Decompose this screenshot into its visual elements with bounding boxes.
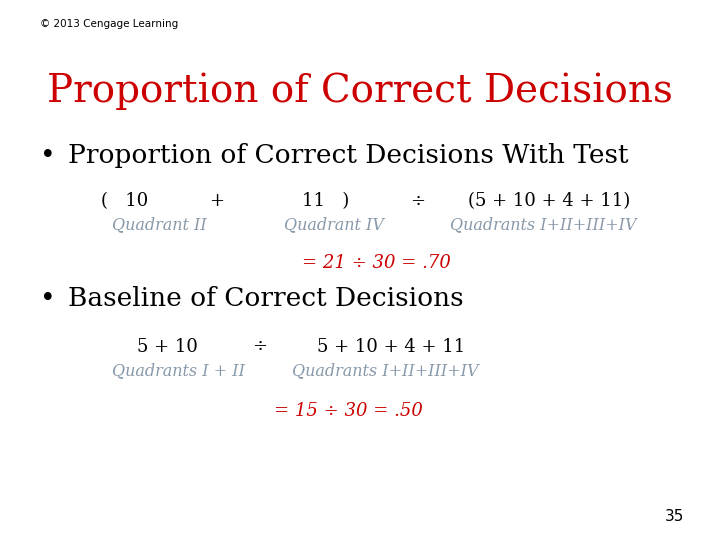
- Text: 5 + 10 + 4 + 11: 5 + 10 + 4 + 11: [317, 338, 465, 355]
- Text: Quadrants I + II: Quadrants I + II: [112, 362, 245, 379]
- Text: ÷: ÷: [252, 338, 267, 355]
- Text: = 15 ÷ 30 = .50: = 15 ÷ 30 = .50: [274, 402, 423, 420]
- Text: (5 + 10 + 4 + 11): (5 + 10 + 4 + 11): [468, 192, 630, 210]
- Text: (   10: ( 10: [101, 192, 148, 210]
- Text: Quadrant II: Quadrant II: [112, 216, 207, 233]
- Text: Quadrant IV: Quadrant IV: [284, 216, 384, 233]
- Text: © 2013 Cengage Learning: © 2013 Cengage Learning: [40, 19, 178, 29]
- Text: +: +: [209, 192, 224, 210]
- Text: Quadrants I+II+III+IV: Quadrants I+II+III+IV: [450, 216, 636, 233]
- Text: •: •: [40, 286, 55, 312]
- Text: Proportion of Correct Decisions With Test: Proportion of Correct Decisions With Tes…: [68, 143, 629, 168]
- Text: = 21 ÷ 30 = .70: = 21 ÷ 30 = .70: [302, 254, 451, 272]
- Text: •: •: [40, 143, 55, 169]
- Text: Quadrants I+II+III+IV: Quadrants I+II+III+IV: [292, 362, 478, 379]
- Text: 5 + 10: 5 + 10: [137, 338, 198, 355]
- Text: 35: 35: [665, 509, 684, 524]
- Text: Baseline of Correct Decisions: Baseline of Correct Decisions: [68, 286, 464, 311]
- Text: ÷: ÷: [410, 192, 426, 210]
- Text: Proportion of Correct Decisions: Proportion of Correct Decisions: [47, 73, 673, 110]
- Text: 11   ): 11 ): [302, 192, 350, 210]
